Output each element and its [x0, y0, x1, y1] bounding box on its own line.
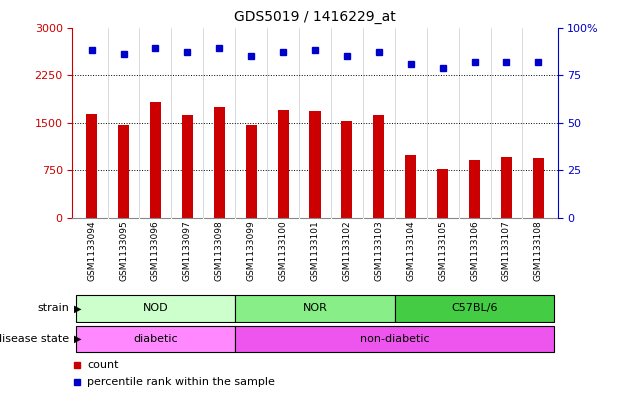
Text: GSM1133096: GSM1133096: [151, 220, 160, 281]
Bar: [309, 111, 321, 218]
Text: GSM1133103: GSM1133103: [374, 220, 383, 281]
Bar: [437, 169, 448, 218]
Text: GSM1133108: GSM1133108: [534, 220, 543, 281]
Bar: [76, 326, 235, 352]
Bar: [469, 160, 480, 218]
Text: GSM1133098: GSM1133098: [215, 220, 224, 281]
Text: GSM1133106: GSM1133106: [470, 220, 479, 281]
Text: diabetic: diabetic: [133, 334, 178, 344]
Bar: [235, 295, 395, 321]
Bar: [533, 158, 544, 218]
Text: GSM1133104: GSM1133104: [406, 220, 415, 281]
Text: count: count: [87, 360, 118, 370]
Bar: [277, 110, 289, 218]
Text: ▶: ▶: [74, 334, 81, 344]
Bar: [501, 157, 512, 218]
Text: GSM1133094: GSM1133094: [87, 220, 96, 281]
Text: disease state: disease state: [0, 334, 69, 344]
Text: percentile rank within the sample: percentile rank within the sample: [87, 377, 275, 387]
Bar: [214, 107, 225, 218]
Bar: [373, 115, 384, 218]
Bar: [86, 114, 97, 218]
Bar: [246, 125, 257, 218]
Text: GSM1133101: GSM1133101: [311, 220, 319, 281]
Bar: [150, 103, 161, 218]
Bar: [235, 326, 554, 352]
Text: NOR: NOR: [302, 303, 328, 313]
Bar: [118, 125, 129, 218]
Text: ▶: ▶: [74, 303, 81, 313]
Text: non-diabetic: non-diabetic: [360, 334, 430, 344]
Bar: [341, 121, 353, 218]
Text: GSM1133095: GSM1133095: [119, 220, 128, 281]
Text: C57BL/6: C57BL/6: [451, 303, 498, 313]
Text: GSM1133105: GSM1133105: [438, 220, 447, 281]
Bar: [182, 115, 193, 218]
Bar: [405, 154, 416, 218]
Title: GDS5019 / 1416229_at: GDS5019 / 1416229_at: [234, 10, 396, 24]
Text: GSM1133099: GSM1133099: [247, 220, 256, 281]
Text: GSM1133102: GSM1133102: [343, 220, 352, 281]
Text: GSM1133107: GSM1133107: [502, 220, 511, 281]
Text: GSM1133100: GSM1133100: [278, 220, 287, 281]
Text: strain: strain: [37, 303, 69, 313]
Bar: [395, 295, 554, 321]
Text: NOD: NOD: [142, 303, 168, 313]
Bar: [76, 295, 235, 321]
Text: GSM1133097: GSM1133097: [183, 220, 192, 281]
